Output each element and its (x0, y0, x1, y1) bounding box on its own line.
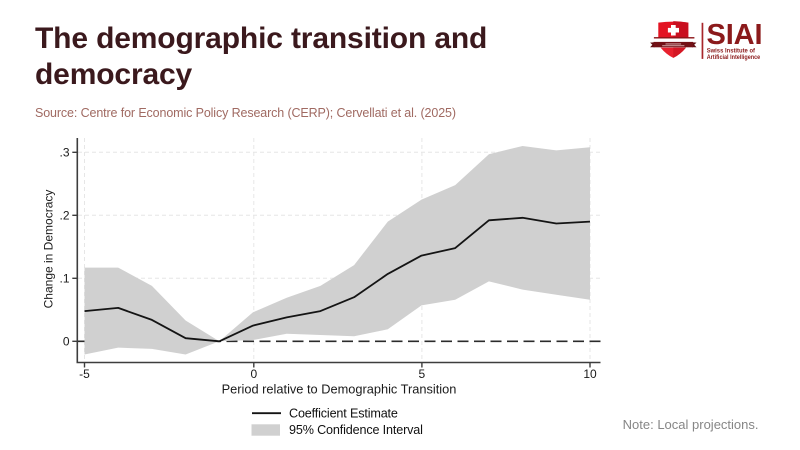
svg-text:SIAI: SIAI (707, 19, 763, 51)
svg-text:10: 10 (583, 367, 597, 381)
svg-text:Coefficient Estimate: Coefficient Estimate (289, 407, 398, 421)
svg-text:.2: .2 (59, 209, 69, 223)
svg-text:Period relative to Demographic: Period relative to Demographic Transitio… (222, 382, 457, 397)
svg-text:Artificial Intelligence: Artificial Intelligence (707, 54, 761, 61)
svg-text:5: 5 (419, 367, 426, 381)
svg-text:.1: .1 (59, 272, 69, 286)
svg-text:95% Confidence Interval: 95% Confidence Interval (289, 423, 423, 437)
svg-text:0: 0 (250, 367, 257, 381)
svg-text:0: 0 (63, 335, 70, 349)
svg-text:Swiss Institute of: Swiss Institute of (707, 47, 756, 54)
svg-text:Change in Democracy: Change in Democracy (41, 190, 55, 309)
svg-text:-5: -5 (79, 367, 90, 381)
svg-text:.3: .3 (59, 146, 69, 160)
